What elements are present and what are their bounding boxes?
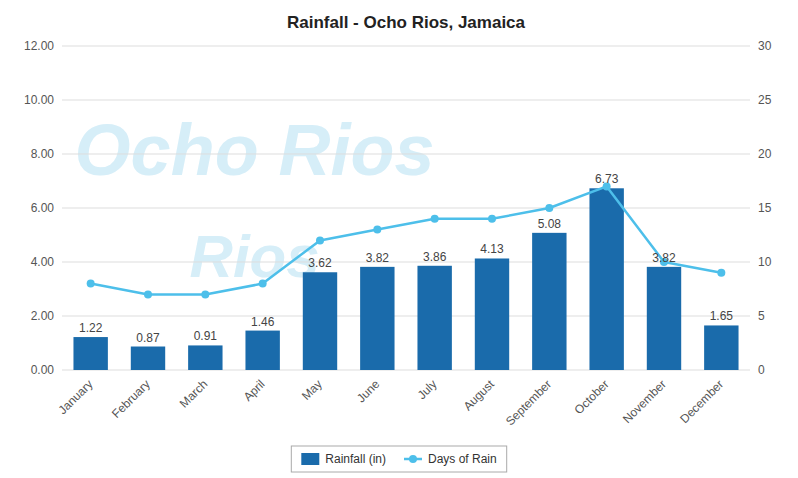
data-label: 1.22 xyxy=(79,321,103,335)
legend-label: Rainfall (in) xyxy=(325,452,386,466)
y-tick-label: 12.00 xyxy=(24,39,54,53)
grid-line xyxy=(62,100,750,101)
data-labels: 1.22 0.87 0.91 1.46 3.62 3.82 3.86 4.13 5.08 6.73… xyxy=(79,172,733,344)
bar xyxy=(360,267,394,370)
legend-swatch xyxy=(409,455,417,463)
line-marker xyxy=(259,280,267,288)
bar xyxy=(245,331,279,370)
y-tick-label: 2.00 xyxy=(31,309,55,323)
data-label: 5.08 xyxy=(538,217,562,231)
grid-line xyxy=(62,208,750,209)
bar xyxy=(475,258,509,370)
background xyxy=(0,0,798,478)
line-marker xyxy=(545,204,553,212)
bar xyxy=(303,272,337,370)
line-marker xyxy=(87,280,95,288)
legend-label: Days of Rain xyxy=(428,452,497,466)
bar xyxy=(73,337,107,370)
line-marker xyxy=(717,269,725,277)
x-tick-label: June xyxy=(354,377,383,406)
line-marker xyxy=(316,236,324,244)
plot-marks xyxy=(73,182,738,370)
line-marker xyxy=(373,226,381,234)
data-label: 1.65 xyxy=(710,309,734,323)
y2-tick-label: 30 xyxy=(758,39,772,53)
data-label: 4.13 xyxy=(480,242,504,256)
bar xyxy=(647,267,681,370)
watermark: Ocho Rios xyxy=(75,110,435,190)
x-tick-label: February xyxy=(109,377,153,421)
y-tick-label: 0.00 xyxy=(31,363,55,377)
legend: Rainfall (in) Days of Rain xyxy=(291,446,506,472)
x-tick-label: November xyxy=(620,377,669,426)
line-marker xyxy=(488,215,496,223)
data-label: 1.46 xyxy=(251,315,275,329)
grid-line xyxy=(62,154,750,155)
y-tick-label: 4.00 xyxy=(31,255,55,269)
legend-swatch xyxy=(301,453,319,465)
legend-frame xyxy=(291,446,506,472)
y2-tick-label: 15 xyxy=(758,201,772,215)
y-tick-label: 8.00 xyxy=(31,147,55,161)
grid-line xyxy=(62,262,750,263)
line-marker xyxy=(144,290,152,298)
data-label: 0.91 xyxy=(194,329,218,343)
legend-item: Rainfall (in) xyxy=(301,452,386,466)
y2-tick-label: 10 xyxy=(758,255,772,269)
title: Rainfall - Ocho Rios, Jamaica xyxy=(287,13,526,32)
data-label: 3.82 xyxy=(652,251,676,265)
y2-tick-label: 25 xyxy=(758,93,772,107)
x-tick-label: August xyxy=(461,377,498,414)
y2-tick-label: 0 xyxy=(758,363,765,377)
y2-tick-label: 20 xyxy=(758,147,772,161)
data-label: 0.87 xyxy=(136,331,160,345)
y2-tick-label: 5 xyxy=(758,309,765,323)
grid-line xyxy=(62,46,750,47)
line xyxy=(91,186,722,294)
legend-item: Days of Rain xyxy=(404,452,497,466)
data-label: 3.86 xyxy=(423,250,447,264)
data-label: 3.82 xyxy=(366,251,390,265)
chart: Ocho RiosRios0.002.004.006.008.0010.0012… xyxy=(0,0,798,478)
line-marker xyxy=(431,215,439,223)
bar xyxy=(589,188,623,370)
line-marker xyxy=(201,290,209,298)
x-tick-label: October xyxy=(572,377,612,417)
data-label: 6.73 xyxy=(595,172,619,186)
y-tick-label: 10.00 xyxy=(24,93,54,107)
y-tick-label: 6.00 xyxy=(31,201,55,215)
data-label: 3.62 xyxy=(308,256,332,270)
x-tick-label: September xyxy=(503,377,554,428)
x-tick-label: July xyxy=(415,377,440,402)
x-tick-label: December xyxy=(677,377,726,426)
bar xyxy=(417,266,451,370)
bar xyxy=(188,345,222,370)
x-tick-label: March xyxy=(177,377,210,410)
x-tick-label: April xyxy=(241,377,268,404)
x-tick-label: May xyxy=(299,377,325,403)
bar xyxy=(532,233,566,370)
bar xyxy=(131,347,165,370)
bar xyxy=(704,325,738,370)
x-tick-label: January xyxy=(56,377,96,417)
